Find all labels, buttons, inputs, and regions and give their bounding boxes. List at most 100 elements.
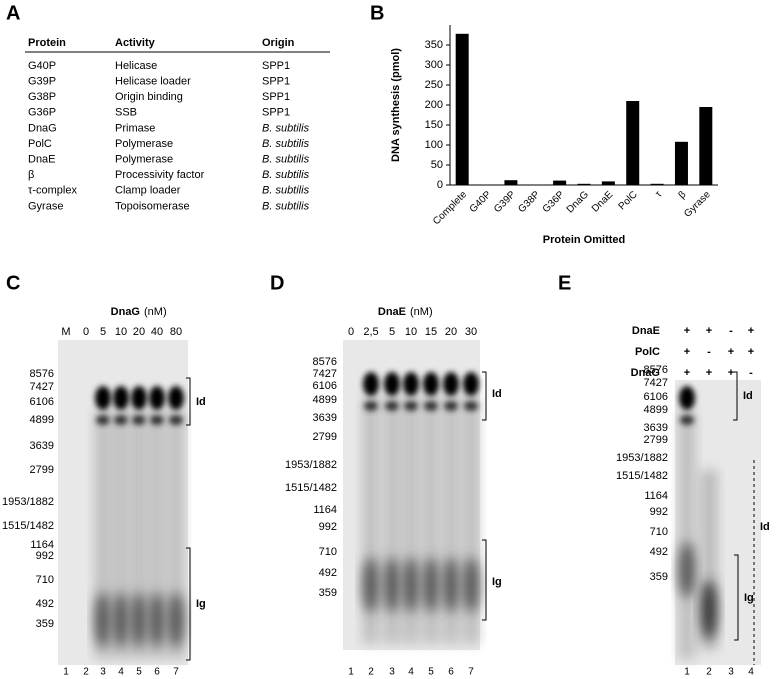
lane-number: 1 (684, 667, 690, 678)
lane-label: 20 (445, 326, 457, 338)
bar (577, 183, 591, 185)
size-marker: 492 (319, 567, 337, 579)
gel-band (149, 386, 165, 410)
gel-band (385, 401, 399, 411)
lane-number: 5 (136, 667, 142, 678)
gel-band (679, 386, 695, 410)
gel-band (384, 557, 400, 613)
bar (504, 180, 518, 185)
lane-number: 1 (348, 667, 354, 678)
table-cell: SPP1 (262, 107, 290, 119)
bracket-label: Id (492, 388, 502, 400)
size-marker: 1164 (313, 504, 337, 516)
condition-label: PolC (635, 346, 660, 358)
y-axis-label: DNA synthesis (pmol) (390, 48, 402, 162)
lane-number: 3 (100, 667, 106, 678)
table-cell: B. subtilis (262, 122, 310, 134)
lane-number: 5 (428, 667, 434, 678)
table-cell: Primase (115, 122, 155, 134)
lane-label: 0 (83, 326, 89, 338)
table-cell: Polymerase (115, 154, 173, 166)
gel-band (443, 372, 459, 396)
x-tick-label: τ (654, 189, 665, 200)
x-tick-label: DnaE (590, 189, 616, 215)
bracket (186, 377, 191, 426)
lane-label: 80 (170, 326, 182, 338)
size-marker: 492 (36, 598, 54, 610)
table-cell: Polymerase (115, 138, 173, 150)
y-tick-label: 100 (425, 139, 443, 151)
gel-band (403, 557, 419, 613)
gel-band (384, 372, 400, 396)
bar (699, 107, 713, 185)
lane-number: 4 (408, 667, 414, 678)
y-tick-label: 200 (425, 99, 443, 111)
gel-band (95, 592, 111, 648)
size-marker: 4899 (644, 404, 668, 416)
table-cell: G36P (28, 107, 56, 119)
gel-band (113, 386, 129, 410)
lane-label: 0 (348, 326, 354, 338)
gel-band (403, 372, 419, 396)
bar (553, 180, 567, 185)
bracket (186, 547, 191, 661)
table-header: Protein (28, 37, 66, 49)
lane-number: 6 (448, 667, 454, 678)
gel-band (114, 415, 128, 425)
size-marker: 710 (319, 546, 337, 558)
lane-label: 2,5 (363, 326, 378, 338)
size-marker: 992 (650, 506, 668, 518)
size-marker: 1164 (30, 539, 54, 551)
condition-sign: + (684, 346, 690, 358)
size-marker: 1164 (644, 490, 668, 502)
x-tick-label: DnaG (565, 189, 591, 215)
condition-sign: + (748, 346, 754, 358)
condition-sign: - (729, 325, 733, 337)
condition-sign: + (748, 325, 754, 337)
gel-band (132, 415, 146, 425)
size-marker: 8576 (313, 356, 337, 368)
size-marker: 359 (319, 587, 337, 599)
gel-band (404, 401, 418, 411)
gel-band (463, 557, 479, 613)
lane-number: 7 (173, 667, 179, 678)
table-cell: SPP1 (262, 76, 290, 88)
table-cell: B. subtilis (262, 169, 310, 181)
size-marker: 1953/1882 (616, 452, 668, 464)
gel-band (168, 386, 184, 410)
size-marker: 7427 (313, 368, 337, 380)
gel-band (679, 542, 695, 598)
table-cell: SSB (115, 107, 137, 119)
lane-number: 1 (63, 667, 69, 678)
bracket (733, 371, 738, 421)
table-cell: G40P (28, 60, 56, 72)
size-marker: 1515/1482 (2, 520, 54, 532)
size-marker: 2799 (30, 464, 54, 476)
panel-letter: A (6, 2, 20, 24)
lane-number: 2 (706, 667, 712, 678)
gel-band (131, 592, 147, 648)
condition-sign: + (728, 346, 734, 358)
size-marker: 3639 (313, 412, 337, 424)
table-cell: B. subtilis (262, 138, 310, 150)
size-marker: 3639 (30, 440, 54, 452)
y-tick-label: 300 (425, 59, 443, 71)
panel-letter: E (558, 272, 571, 294)
table-cell: B. subtilis (262, 154, 310, 166)
bracket (734, 554, 739, 641)
condition-label: DnaE (632, 325, 660, 337)
table-cell: B. subtilis (262, 200, 310, 212)
x-tick-label: PolC (617, 189, 640, 212)
gel-band (363, 557, 379, 613)
size-marker: 6106 (644, 391, 668, 403)
gel-band (443, 557, 459, 613)
condition-sign: - (749, 367, 753, 379)
x-tick-label: Gyrase (682, 189, 713, 220)
table-cell: β (28, 169, 34, 181)
gel-band (131, 386, 147, 410)
bar (601, 181, 615, 185)
size-marker: 2799 (644, 434, 668, 446)
gel-title: DnaE (378, 306, 406, 318)
y-tick-label: 150 (425, 119, 443, 131)
gel-band (168, 592, 184, 648)
